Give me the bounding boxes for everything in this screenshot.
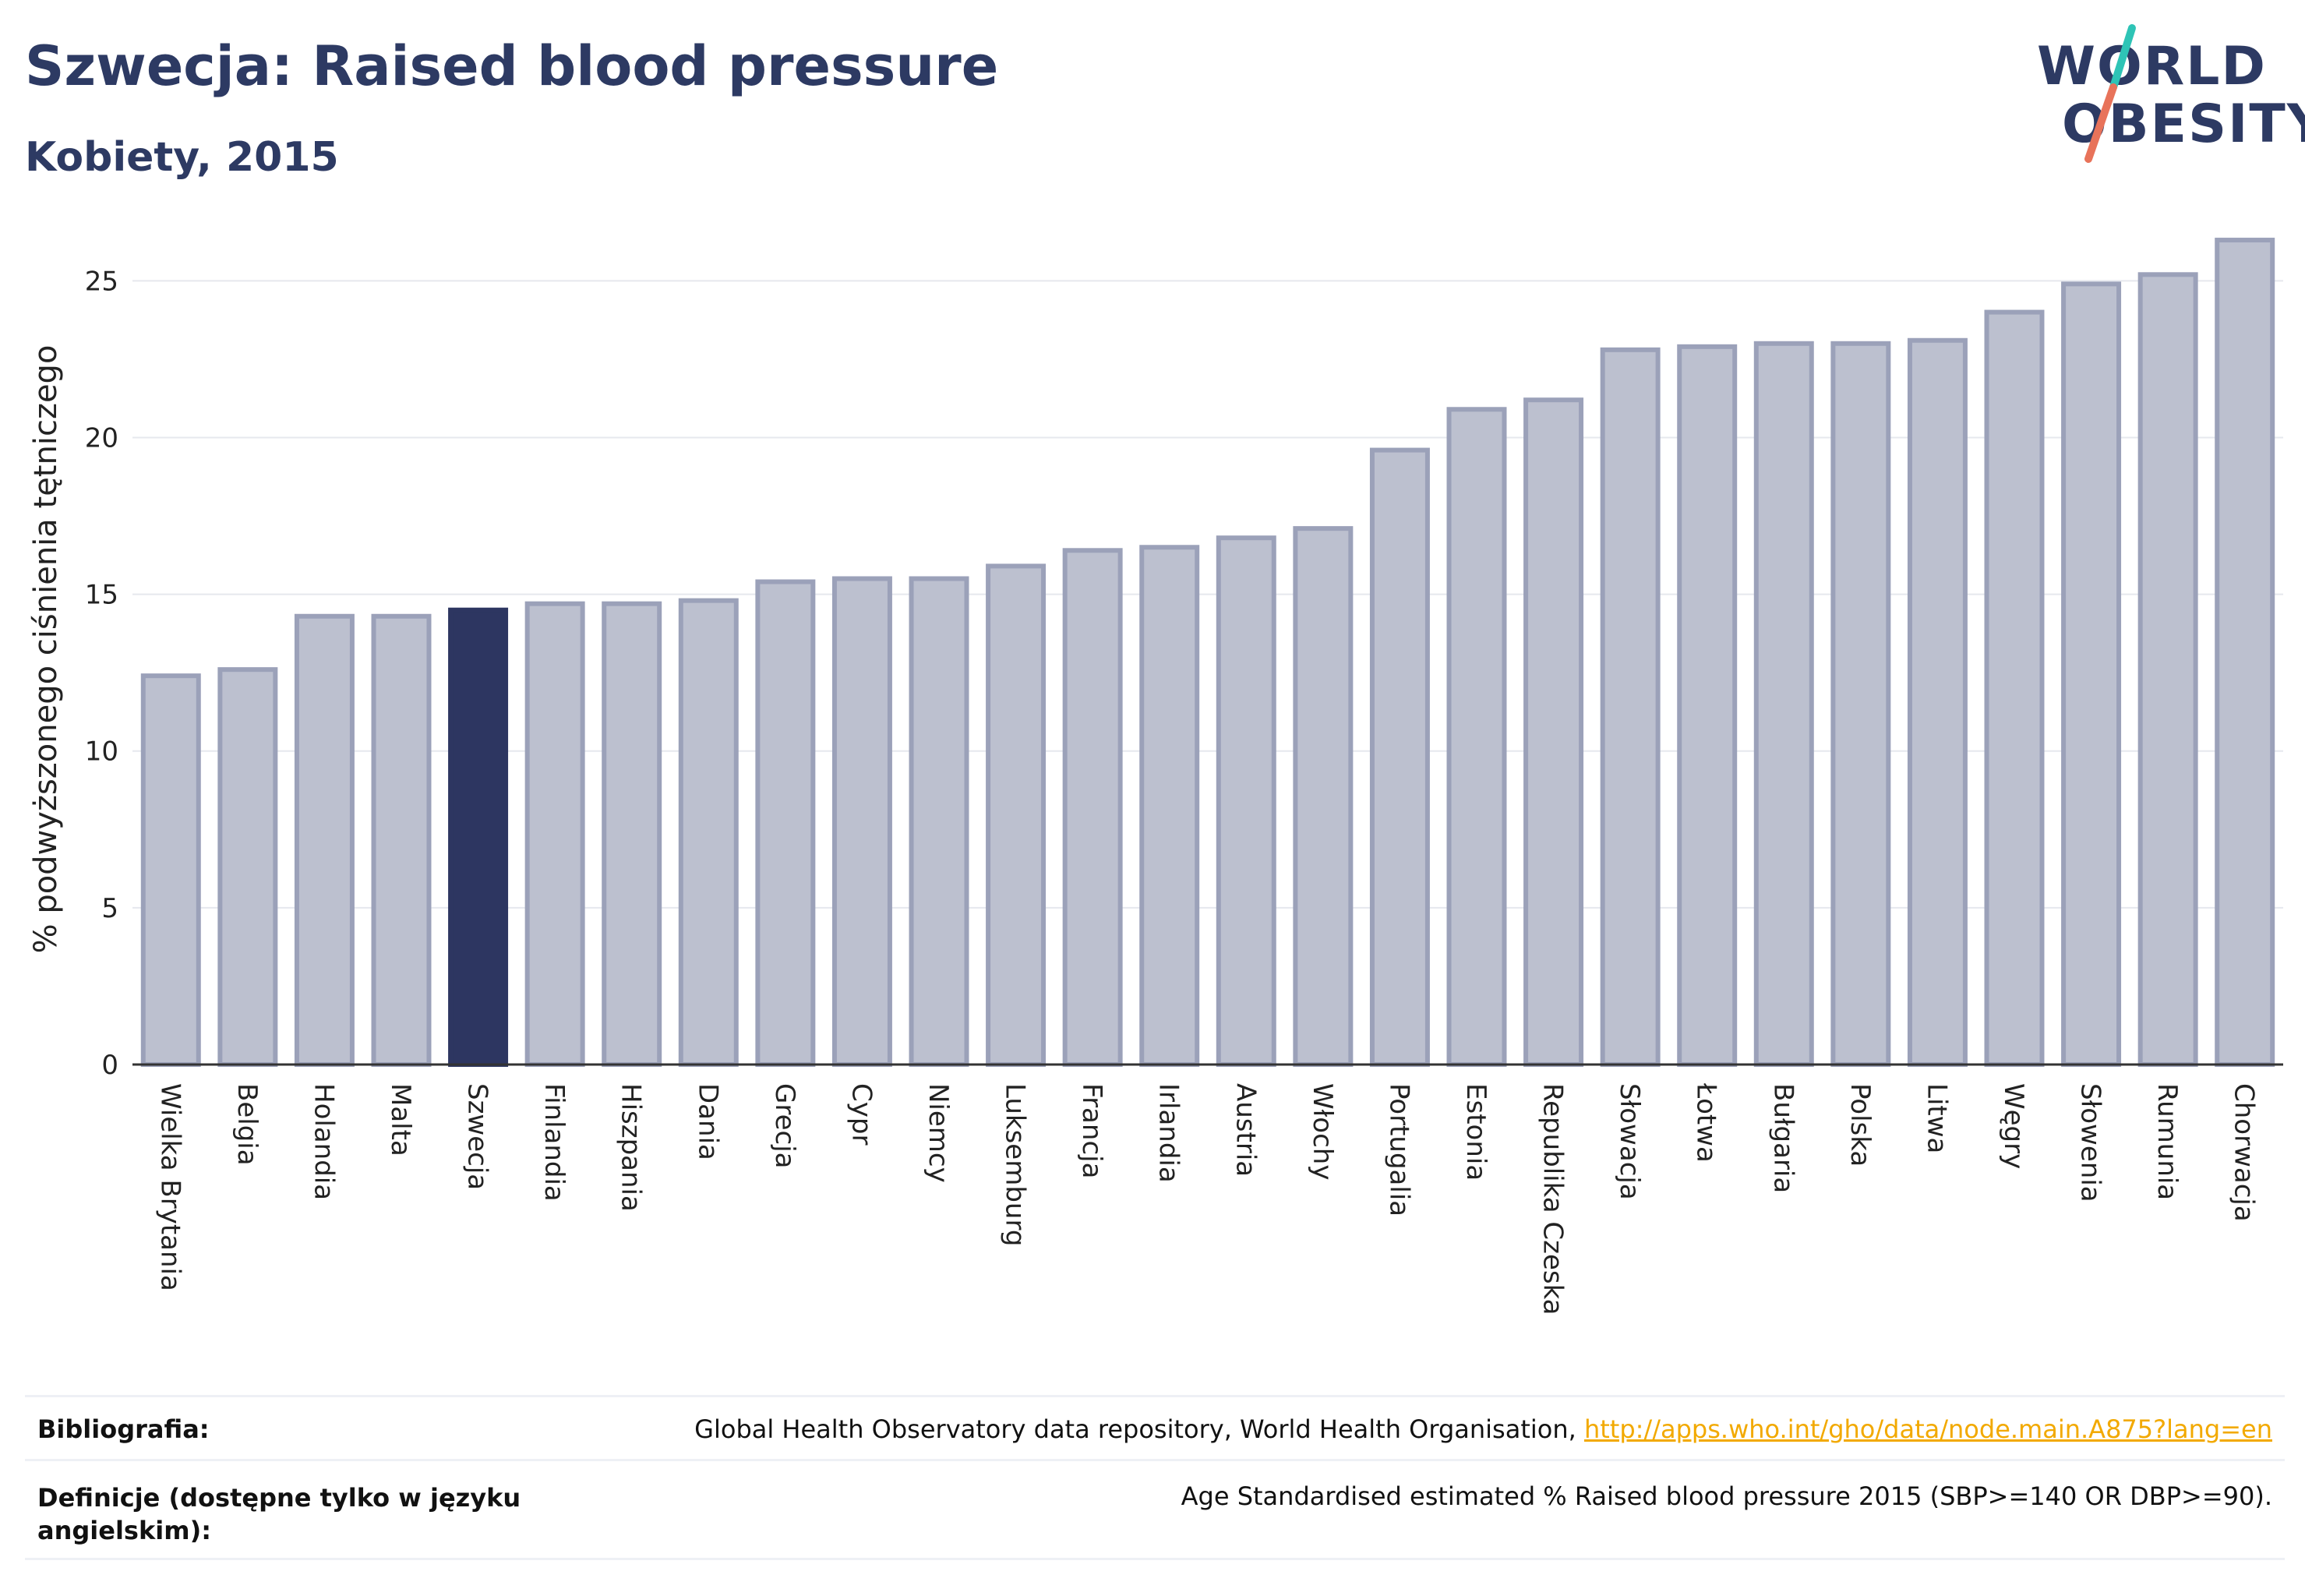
x-tick-label: Niemcy: [923, 1083, 954, 1183]
bar-chart: 0 5 10 15 20 25 % podwyższonego ciśnienia tętn…: [28, 238, 2283, 1315]
x-tick-label: Wielka Brytania: [154, 1083, 185, 1291]
x-tick-label: Austria: [1230, 1083, 1261, 1177]
logo-slash-icon: [2084, 24, 2136, 163]
x-tick-label: Irlandia: [1153, 1083, 1184, 1183]
x-tick-label: Włochy: [1307, 1083, 1338, 1180]
y-tick-label: 15: [85, 580, 118, 611]
bar: [755, 579, 816, 1067]
page-title: Szwecja: Raised blood pressure: [25, 34, 999, 98]
x-tick-label: Holandia: [308, 1083, 339, 1200]
bar: [1216, 535, 1276, 1067]
x-tick-label: Bułgaria: [1767, 1083, 1798, 1193]
bar: [1062, 548, 1123, 1067]
x-tick-label: Hiszpania: [616, 1083, 647, 1212]
x-tick-label: Portugalia: [1383, 1083, 1414, 1216]
y-tick-label: 0: [101, 1050, 118, 1081]
x-tick-label: Węgry: [1998, 1083, 2029, 1169]
bar: [294, 613, 355, 1067]
bar: [909, 576, 969, 1067]
bar: [1293, 526, 1354, 1067]
bar: [831, 576, 892, 1067]
world-obesity-logo[interactable]: WORLD OBESITY: [2026, 22, 2305, 170]
bar-highlight: [448, 607, 509, 1067]
bar: [1753, 341, 1814, 1067]
bibliography-label: Bibliografia:: [37, 1414, 210, 1444]
definitions-row: Definicje (dostępne tylko w języku angie…: [25, 1459, 2285, 1560]
x-tick-label: Malta: [385, 1083, 416, 1156]
x-tick-label: Grecja: [769, 1083, 800, 1168]
bar: [1139, 545, 1200, 1067]
y-tick-label: 20: [85, 422, 118, 454]
y-tick-label: 25: [85, 266, 118, 297]
x-tick-label: Słowenia: [2075, 1083, 2106, 1202]
bar: [217, 667, 278, 1067]
x-tick-label: Słowacja: [1614, 1083, 1645, 1200]
bar: [1446, 407, 1507, 1067]
bar: [602, 601, 662, 1067]
logo-line-1: WORLD: [2037, 36, 2267, 97]
x-tick-label: Łotwa: [1691, 1082, 1722, 1163]
definitions-label: Definicje (dostępne tylko w języku angie…: [37, 1483, 521, 1545]
page-subtitle: Kobiety, 2015: [25, 134, 339, 181]
bar: [1523, 397, 1584, 1067]
bar: [371, 613, 432, 1067]
x-tick-label: Republika Czeska: [1537, 1083, 1569, 1315]
bibliography-value: Global Health Observatory data repositor…: [694, 1414, 2272, 1444]
bar: [1369, 447, 1430, 1067]
y-tick-label: 10: [85, 736, 118, 768]
x-tick-label: Cypr: [845, 1083, 877, 1145]
bar: [2061, 281, 2122, 1068]
x-tick-label: Chorwacja: [2229, 1083, 2260, 1222]
x-tick-label: Rumunia: [2151, 1083, 2183, 1200]
bar: [524, 601, 585, 1067]
bar: [2137, 272, 2198, 1068]
bibliography-row: Bibliografia: Global Health Observatory …: [25, 1395, 2285, 1461]
x-tick-label: Polska: [1844, 1083, 1876, 1167]
x-tick-label: Estonia: [1460, 1083, 1491, 1181]
bar: [1984, 309, 2045, 1067]
x-tick-label: Belgia: [231, 1083, 263, 1166]
bibliography-text: Global Health Observatory data repositor…: [694, 1414, 1584, 1444]
x-tick-label: Litwa: [1921, 1083, 1952, 1153]
bar: [1830, 341, 1891, 1067]
x-tick-label: Luksemburg: [1000, 1083, 1031, 1246]
x-tick-label: Francja: [1076, 1083, 1107, 1178]
bar: [1677, 344, 1738, 1067]
bar: [2215, 238, 2275, 1067]
definitions-value: Age Standardised estimated % Raised bloo…: [1181, 1481, 2272, 1511]
bar: [1907, 337, 1968, 1067]
bibliography-link[interactable]: http://apps.who.int/gho/data/node.main.A…: [1583, 1414, 2272, 1444]
y-axis-title: % podwyższonego ciśnienia tętniczego: [28, 345, 64, 954]
x-tick-label: Finlandia: [538, 1083, 570, 1202]
x-tick-label: Dania: [692, 1083, 723, 1160]
bar: [678, 598, 739, 1067]
y-tick-label: 5: [101, 893, 118, 924]
bar: [140, 673, 201, 1067]
bar: [986, 563, 1047, 1067]
bar: [1600, 347, 1661, 1068]
x-tick-label: Szwecja: [462, 1083, 493, 1190]
